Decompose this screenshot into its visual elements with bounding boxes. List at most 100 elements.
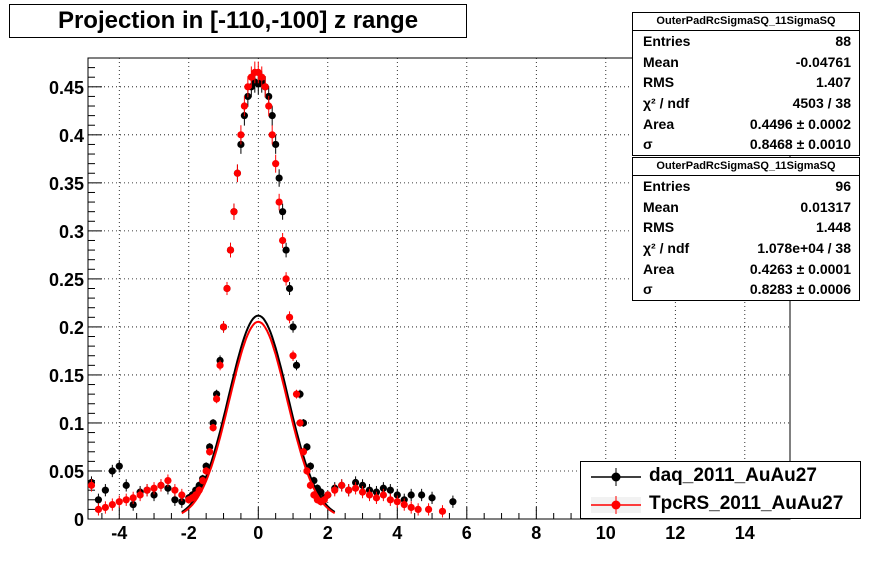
stats-value: 1.078e+04 / 38 [757, 240, 851, 257]
data-point [129, 494, 137, 502]
data-point [230, 208, 238, 216]
data-point [206, 448, 214, 456]
data-point [379, 484, 387, 492]
x-tick-label: 10 [596, 523, 616, 543]
data-point [279, 236, 287, 245]
data-point [122, 496, 130, 504]
data-point [272, 140, 280, 149]
fit-curve [181, 320, 336, 515]
x-tick-label: 14 [735, 523, 755, 543]
axis-ticks [88, 67, 781, 520]
chart-title: Projection in [-110,-100] z range [57, 7, 419, 34]
legend-entry-tpcrs: TpcRS_2011_AuAu27 [581, 491, 860, 519]
stats-label: Mean [643, 53, 679, 70]
data-point [157, 481, 165, 489]
data-point [164, 476, 172, 485]
data-point [285, 284, 294, 293]
legend-marker-icon [591, 496, 641, 514]
y-tick-label: 0.05 [49, 462, 84, 482]
data-point [115, 462, 123, 470]
data-point [199, 476, 207, 485]
data-point [87, 481, 96, 489]
stats-label: Entries [643, 33, 691, 49]
legend-label: TpcRS_2011_AuAu27 [649, 493, 844, 514]
data-point [209, 424, 217, 432]
legend-marker-icon [591, 468, 641, 486]
stats-value: 1.407 [815, 74, 851, 91]
data-point [400, 500, 408, 509]
stats-label: RMS [643, 219, 675, 236]
data-point [303, 467, 311, 475]
data-point [289, 323, 297, 331]
data-point [358, 481, 367, 489]
legend-label: daq_2011_AuAu27 [649, 465, 817, 486]
x-tick-label: 6 [462, 523, 472, 543]
data-point [258, 73, 266, 81]
x-tick-label: -2 [181, 523, 197, 543]
x-tick-label: 8 [531, 523, 541, 543]
data-point [115, 498, 123, 506]
y-tick-label: 0.3 [59, 222, 84, 242]
y-tick-label: 0.25 [49, 270, 84, 290]
y-tick-label: 0.35 [49, 174, 84, 194]
data-point [212, 395, 221, 403]
data-point [150, 491, 158, 499]
stats-value: 0.4263 ± 0.0001 [749, 260, 851, 277]
data-point [244, 83, 252, 91]
data-point [331, 486, 339, 494]
stats-row-rms: RMS 1.448 [633, 217, 859, 238]
x-tick-label: 2 [323, 523, 333, 543]
data-point [282, 246, 290, 254]
data-point [261, 83, 269, 91]
data-point [164, 484, 172, 492]
stats-row-chi2: χ² / ndf 1.078e+04 / 38 [633, 238, 859, 259]
data-point [358, 488, 367, 496]
data-point [407, 503, 415, 512]
data-point [143, 486, 151, 494]
stats-label: σ [643, 281, 653, 298]
data-point [324, 491, 332, 499]
legend-entry-daq: daq_2011_AuAu27 [581, 463, 860, 491]
data-point [101, 503, 109, 512]
data-point [407, 491, 415, 499]
stats-box-tpcrs: OuterPadRcSigmaSQ_11SigmaSQ Entries 96 Me… [632, 157, 860, 302]
stats-row-area: Area 0.4496 ± 0.0002 [633, 114, 859, 135]
data-point [129, 500, 137, 509]
title-box: Projection in [-110,-100] z range [9, 4, 467, 38]
data-point [289, 352, 297, 360]
data-point [226, 246, 235, 254]
y-tick-labels: 0 0.05 0.1 0.15 0.2 0.25 0.3 0.35 0.4 0.45 [49, 78, 84, 530]
data-point [150, 484, 158, 492]
stats-row-chi2: χ² / ndf 4503 / 38 [633, 93, 859, 114]
data-point [219, 323, 228, 331]
stats-title: OuterPadRcSigmaSQ_11SigmaSQ [633, 13, 859, 31]
legend: daq_2011_AuAu27 TpcRS_2011_AuAu27 [580, 461, 861, 519]
stats-value: 4503 / 38 [792, 95, 851, 112]
data-point [351, 484, 360, 492]
data-point [275, 174, 283, 182]
data-point [94, 496, 103, 504]
series-tpcrs [87, 61, 447, 518]
data-point [233, 169, 242, 177]
stats-label: Area [643, 260, 675, 277]
data-point [268, 112, 276, 120]
stats-title: OuterPadRcSigmaSQ_11SigmaSQ [633, 158, 859, 176]
stats-label: Area [643, 115, 675, 132]
stats-label: Mean [643, 198, 679, 215]
data-point [379, 491, 387, 499]
data-point [178, 491, 186, 499]
stats-value: 0.8468 ± 0.0010 [749, 136, 851, 153]
data-point [414, 505, 422, 513]
data-point [292, 361, 301, 369]
data-point [393, 498, 401, 506]
data-point [306, 481, 315, 489]
data-point [317, 488, 325, 496]
data-point [345, 486, 353, 494]
data-point [275, 198, 283, 206]
y-tick-label: 0.1 [59, 414, 84, 434]
data-point [418, 491, 426, 499]
data-point [285, 313, 294, 321]
data-point [299, 448, 308, 456]
data-point [94, 505, 103, 513]
y-tick-label: 0 [74, 510, 84, 530]
